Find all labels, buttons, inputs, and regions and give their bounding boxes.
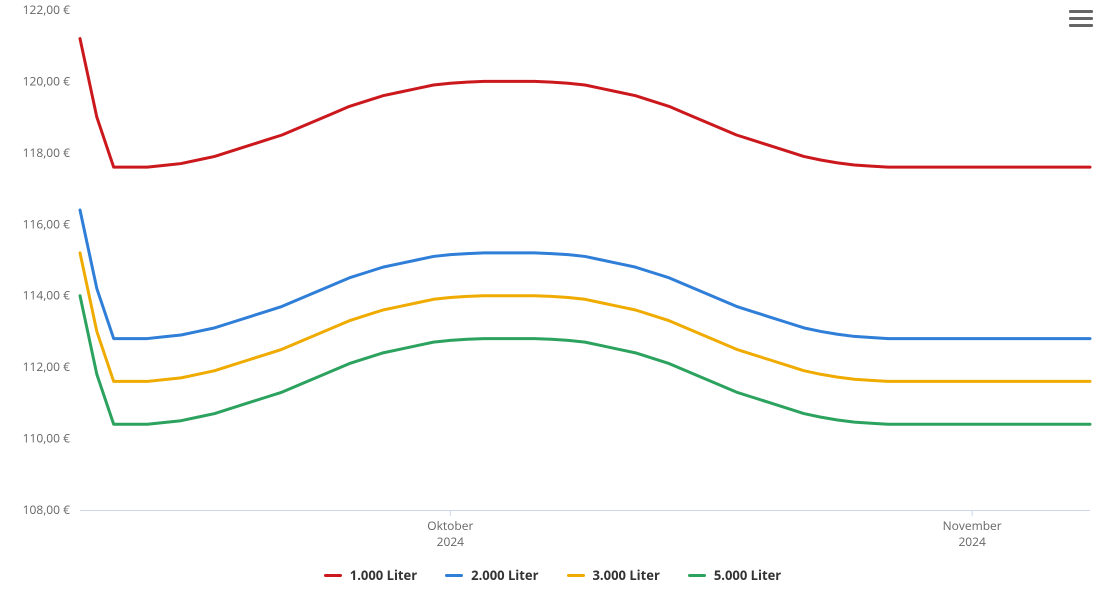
legend-swatch: [324, 574, 342, 577]
chart-canvas: 108,00 € 110,00 € 112,00 € 114,00 € 116,00 €…: [0, 0, 1105, 602]
legend-item[interactable]: 3.000 Liter: [567, 566, 660, 584]
legend-label: 1.000 Liter: [350, 566, 417, 584]
series-line: [80, 210, 1090, 339]
y-tick-label: 108,00 €: [23, 501, 71, 518]
y-tick-label: 114,00 €: [23, 287, 71, 304]
x-tick-label: Oktober: [427, 517, 473, 534]
chart-menu-icon[interactable]: [1069, 6, 1093, 28]
legend-item[interactable]: 5.000 Liter: [688, 566, 781, 584]
y-tick-label: 120,00 €: [23, 72, 71, 89]
x-tick-year: 2024: [437, 533, 465, 550]
y-tick-label: 112,00 €: [23, 358, 71, 375]
legend-label: 2.000 Liter: [471, 566, 538, 584]
legend-swatch: [445, 574, 463, 577]
series-line: [80, 296, 1090, 425]
x-tick-year: 2024: [958, 533, 986, 550]
y-tick-label: 118,00 €: [23, 144, 71, 161]
series-line: [80, 253, 1090, 382]
legend-swatch: [567, 574, 585, 577]
legend-label: 3.000 Liter: [593, 566, 660, 584]
legend-label: 5.000 Liter: [714, 566, 781, 584]
x-tick-label: November: [943, 517, 1002, 534]
y-tick-label: 122,00 €: [23, 1, 71, 18]
legend: 1.000 Liter 2.000 Liter 3.000 Liter 5.000 L…: [0, 563, 1105, 585]
y-tick-label: 110,00 €: [23, 430, 71, 447]
y-tick-label: 116,00 €: [23, 215, 71, 232]
series-line: [80, 39, 1090, 168]
legend-item[interactable]: 1.000 Liter: [324, 566, 417, 584]
price-chart: 108,00 € 110,00 € 112,00 € 114,00 € 116,00 €…: [0, 0, 1105, 602]
legend-item[interactable]: 2.000 Liter: [445, 566, 538, 584]
legend-swatch: [688, 574, 706, 577]
